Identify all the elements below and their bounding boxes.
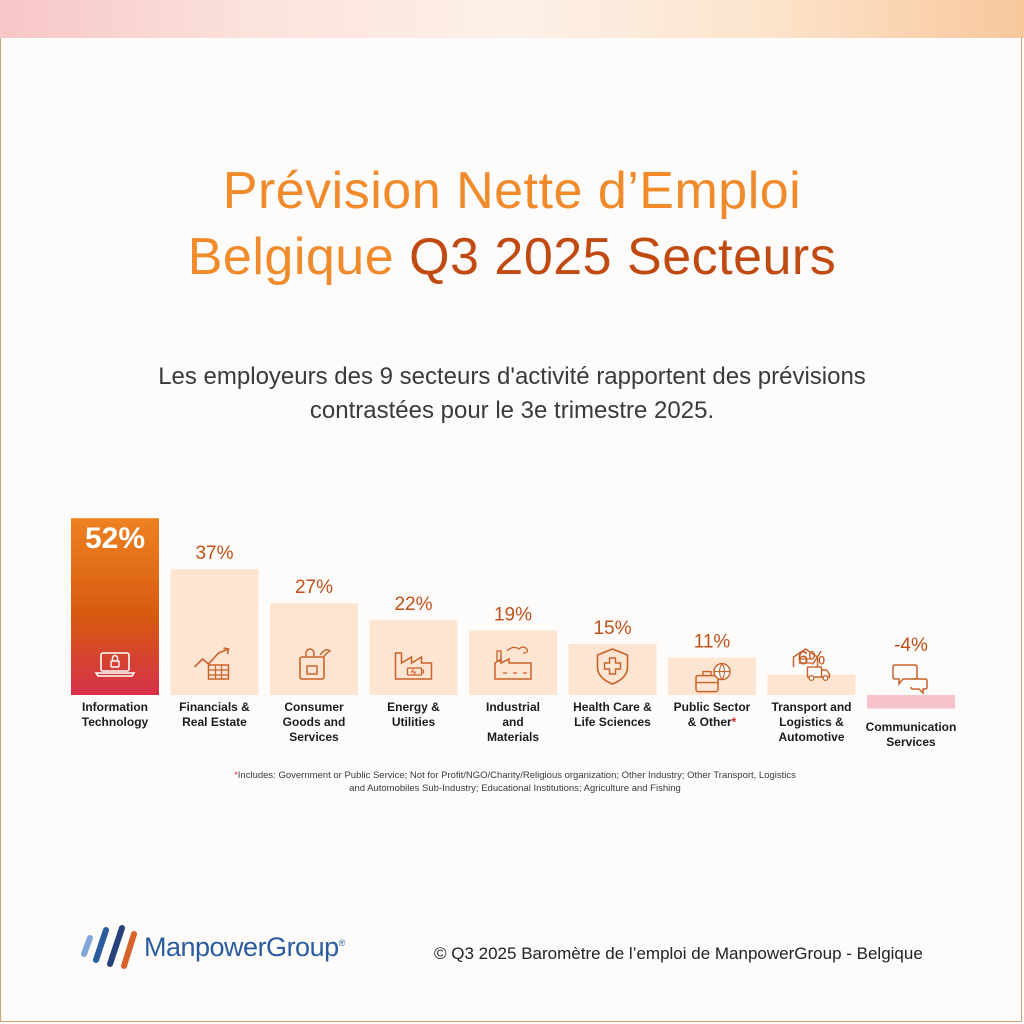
warehouse-truck-icon [792, 648, 831, 682]
category-label-line: Automotive [778, 730, 845, 744]
category-label-line: Goods and [282, 715, 346, 729]
category-label-line: Materials [486, 730, 540, 744]
category-label-line: Real Estate [182, 715, 247, 729]
page-frame [0, 38, 1022, 1022]
logo-text: ManpowerGroup [144, 932, 339, 962]
category-label-2: Financials & Real Estate [165, 700, 265, 730]
footnote-marker: * [731, 715, 737, 729]
bar-4 [369, 620, 458, 695]
laptop-lock-icon [94, 652, 136, 677]
copyright-text: © Q3 2025 Baromètre de l’emploi de Manpo… [434, 944, 923, 963]
value-label-3: 27% [295, 577, 333, 598]
growth-chart-icon [193, 647, 230, 680]
category-label-line: Services [289, 730, 339, 744]
category-label-6: Health Care & Life Sciences [563, 700, 663, 730]
category-label-line: Logistics & [779, 715, 844, 729]
bar-6 [568, 644, 657, 695]
category-label-line: Financials & [179, 700, 250, 714]
value-label-4: 22% [394, 594, 432, 615]
footnote: *Includes: Government or Public Service;… [230, 769, 800, 795]
category-label-line: Energy & [387, 700, 440, 714]
category-label-9: Communication Services [861, 720, 961, 750]
shopping-bag-icon [299, 648, 332, 680]
value-label-1: 52% [85, 522, 145, 555]
bar-3 [270, 603, 358, 695]
top-gradient-band [0, 0, 1024, 38]
bar-8 [767, 674, 856, 695]
title-line-2-country: Belgique [187, 228, 395, 286]
logo-registered-mark: ® [338, 938, 346, 948]
category-label-line: Health Care & [573, 700, 652, 714]
value-label-9: -4% [894, 635, 928, 656]
briefcase-globe-icon [695, 662, 731, 693]
category-label-1: Information Technology [65, 700, 165, 730]
category-label-3: Consumer Goods and Services [264, 700, 364, 745]
logo-stripes-icon [81, 925, 137, 969]
bar-9 [867, 695, 955, 709]
bar-2 [170, 569, 259, 695]
category-label-4: Energy & Utilities [364, 700, 464, 730]
value-label-5: 19% [494, 604, 532, 625]
footnote-text: Includes: Government or Public Service; … [237, 770, 796, 794]
page-title: Prévision Nette d’Emploi Belgique Q3 202… [0, 158, 1024, 290]
category-label-line: Utilities [391, 715, 436, 729]
chat-bubbles-icon [892, 664, 928, 695]
category-label-line: Information [82, 700, 148, 714]
value-label-2: 37% [195, 543, 233, 564]
footnote-star: * [234, 770, 238, 781]
category-label-8: Transport and Logistics & Automotive [762, 700, 862, 745]
manpowergroup-logo: ManpowerGroup® [76, 920, 376, 972]
category-label-line: Life Sciences [574, 715, 651, 729]
industrial-plant-icon [494, 646, 532, 680]
category-label-line: Consumer [284, 700, 344, 714]
category-label-7: Public Sector & Other* [662, 700, 762, 730]
category-label-line: Communication [865, 719, 957, 734]
category-label-line: Services [886, 734, 936, 749]
value-label-6: 15% [593, 618, 631, 639]
value-label-7: 11% [694, 632, 731, 653]
medical-shield-icon [596, 648, 629, 685]
title-line-1: Prévision Nette d’Emploi [222, 162, 802, 220]
logo-wordmark: ManpowerGroup® [144, 932, 345, 963]
category-label-line: Transport and [771, 700, 852, 714]
category-label-line: and [502, 715, 524, 729]
category-label-line: Technology [81, 715, 149, 729]
category-label-line: Industrial [485, 700, 540, 714]
title-line-2-period: Q3 2025 Secteurs [409, 228, 837, 286]
category-label-5: Industrial and Materials [463, 700, 563, 745]
category-label-line: Public Sector [673, 700, 751, 714]
bar-1 [71, 518, 159, 695]
factory-battery-icon [394, 652, 433, 680]
subtitle: Les employeurs des 9 secteurs d'activité… [158, 363, 866, 424]
category-label-line: & Other [687, 715, 732, 729]
sector-bar-chart: 52% 37%27%22% 19%15%11%6%-4% [71, 518, 955, 709]
